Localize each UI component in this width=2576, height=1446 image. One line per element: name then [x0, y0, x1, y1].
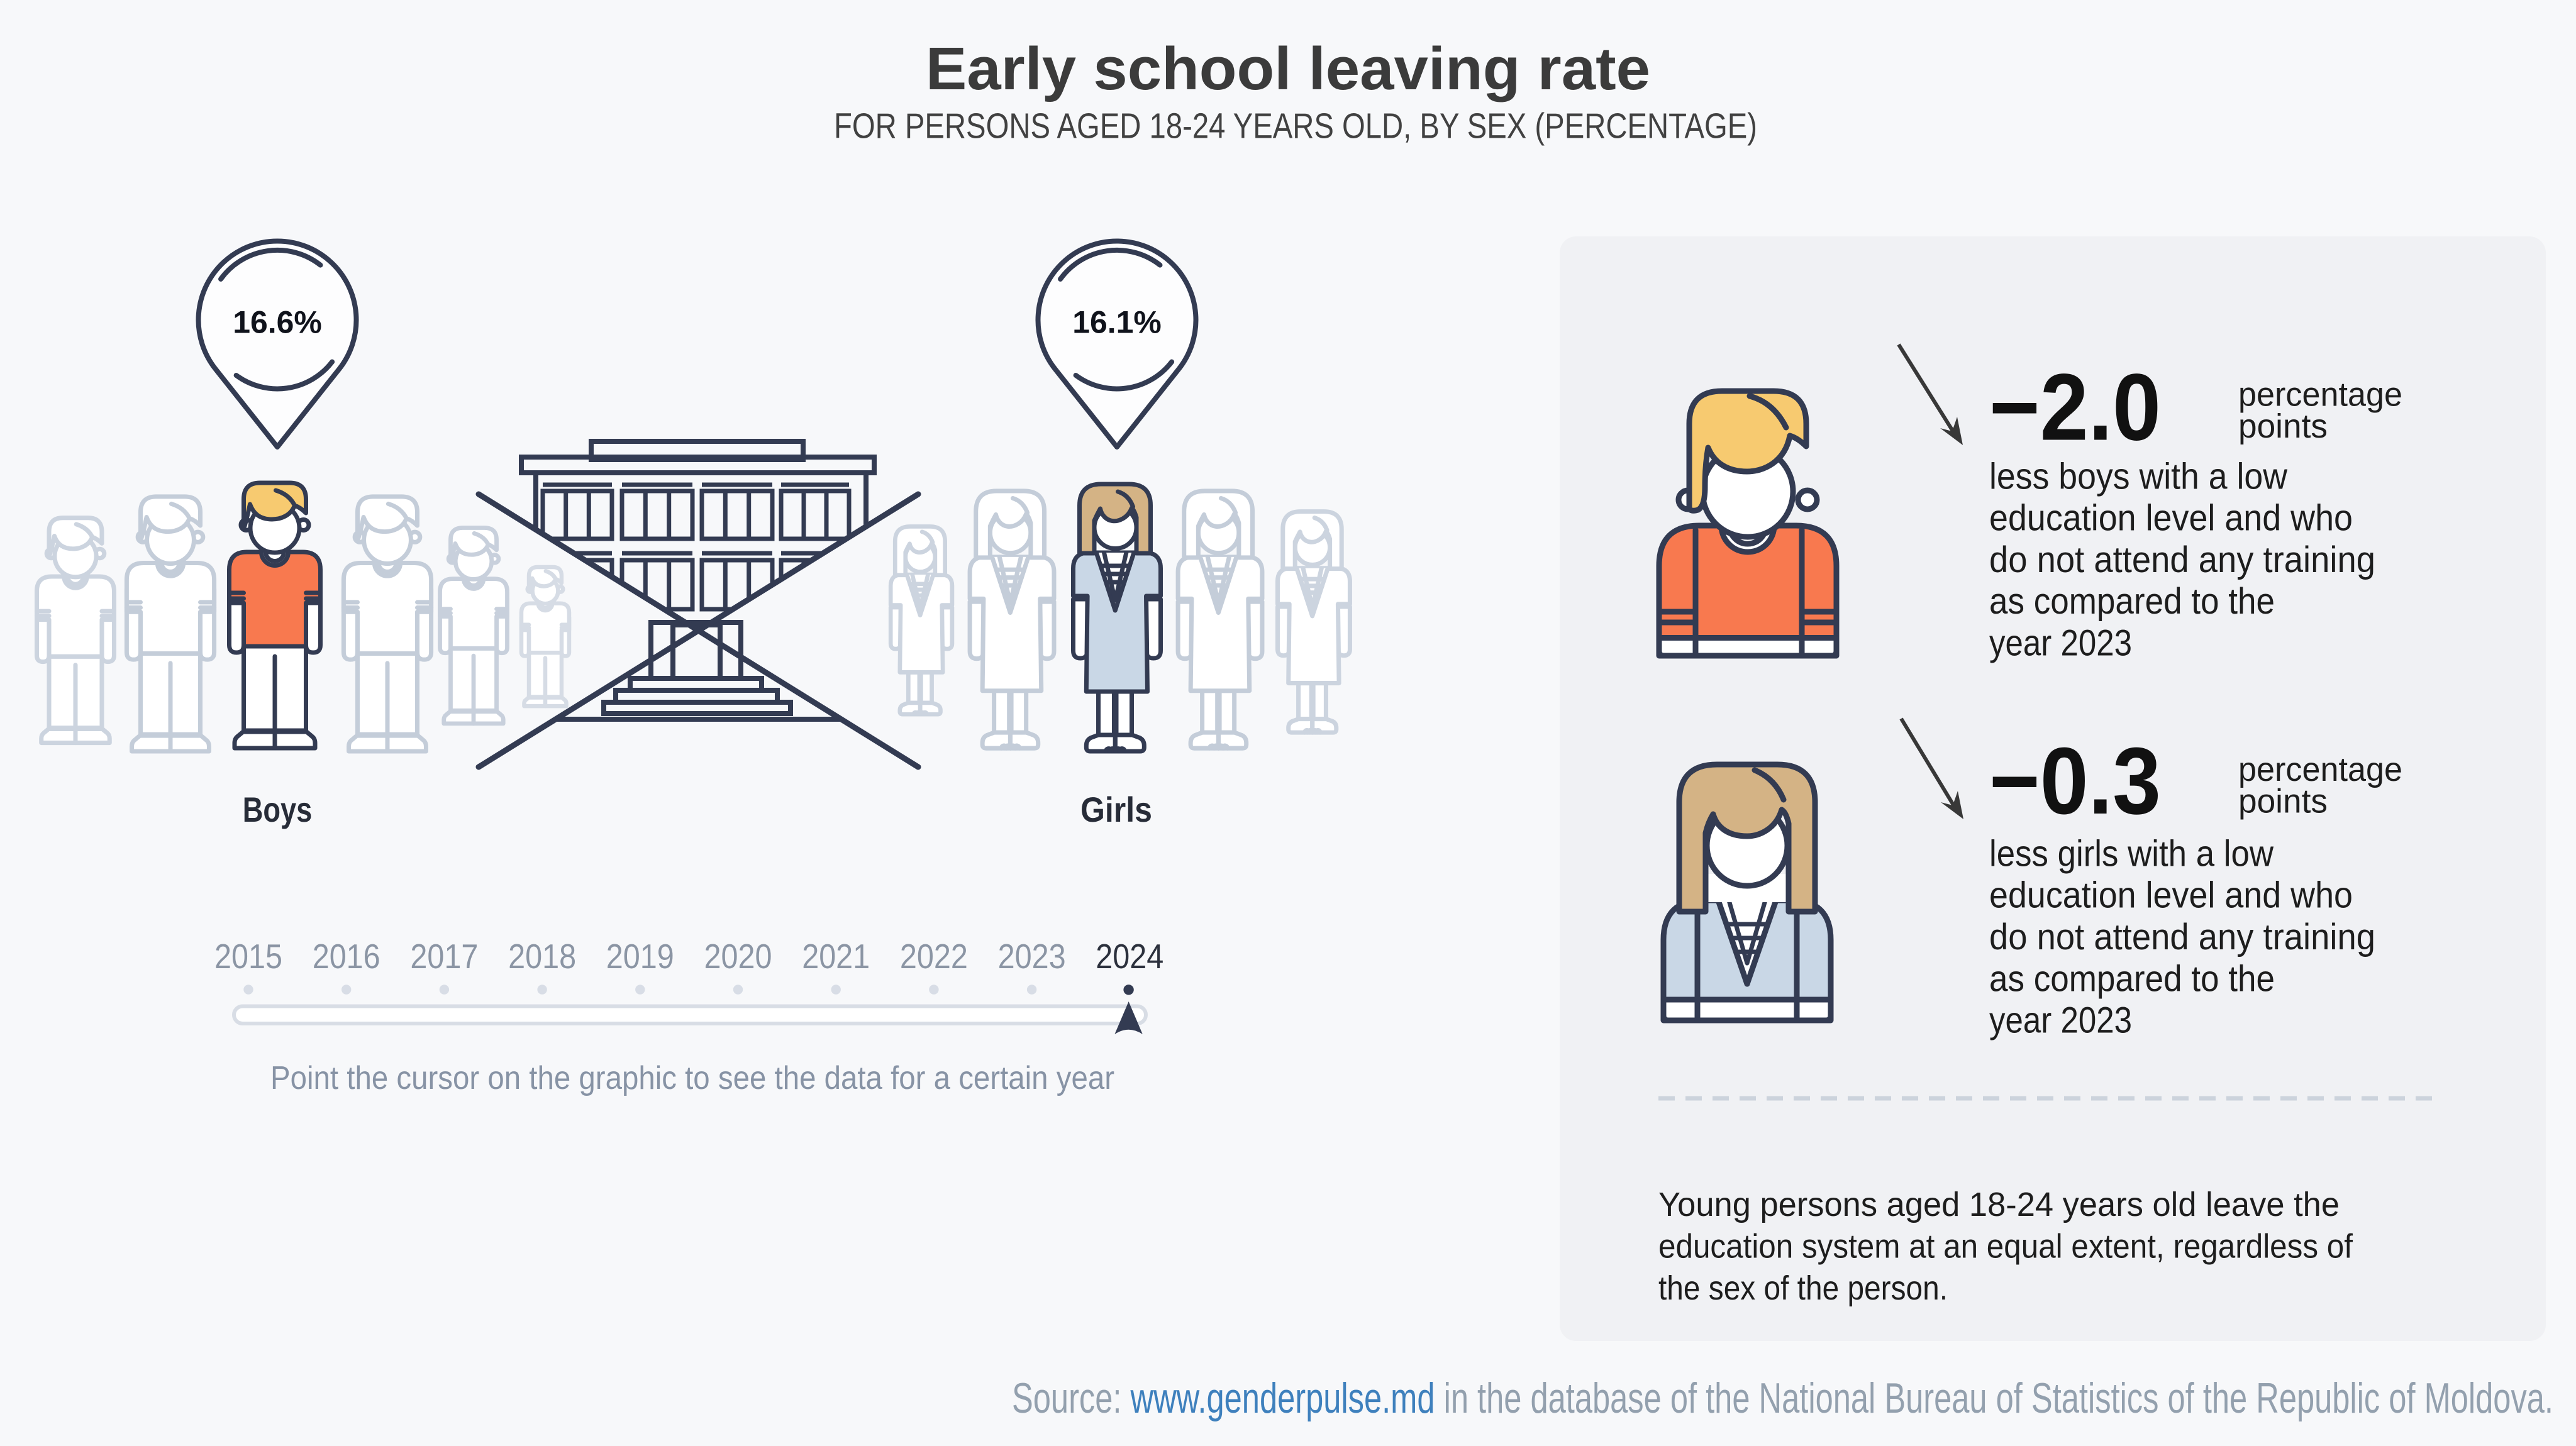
svg-text:points: points [2238, 407, 2328, 445]
svg-text:2015: 2015 [214, 937, 282, 976]
svg-text:less boys with a low: less boys with a low [1989, 456, 2288, 497]
svg-text:as compared to the: as compared to the [1989, 958, 2275, 999]
svg-text:the sex of the person.: the sex of the person. [1658, 1269, 1948, 1307]
svg-text:−2.0: −2.0 [1989, 354, 2161, 460]
svg-text:2020: 2020 [704, 937, 772, 976]
svg-text:Point the cursor on the graphi: Point the cursor on the graphic to see t… [270, 1060, 1114, 1096]
svg-text:−0.3: −0.3 [1989, 727, 2161, 834]
svg-text:Source: www.genderpulse.md in: Source: www.genderpulse.md in the databa… [1012, 1374, 2553, 1422]
svg-text:2024: 2024 [1096, 937, 1163, 976]
svg-text:2018: 2018 [508, 937, 576, 976]
svg-text:do not attend any training: do not attend any training [1989, 917, 2375, 958]
svg-text:percentage: percentage [2238, 751, 2402, 788]
svg-text:2023: 2023 [998, 937, 1066, 976]
svg-text:year 2023: year 2023 [1989, 623, 2132, 664]
svg-text:points: points [2238, 783, 2328, 820]
svg-text:2016: 2016 [313, 937, 380, 976]
svg-text:Young persons aged 18-24 years: Young persons aged 18-24 years old leave… [1658, 1186, 2340, 1223]
svg-text:2017: 2017 [410, 937, 478, 976]
svg-text:2021: 2021 [802, 937, 870, 976]
svg-text:2022: 2022 [900, 937, 968, 976]
svg-text:16.6%: 16.6% [233, 305, 322, 340]
svg-text:Boys: Boys [243, 790, 313, 829]
svg-text:education system at an equal e: education system at an equal extent, reg… [1658, 1227, 2353, 1265]
svg-text:do not attend any training: do not attend any training [1989, 539, 2375, 580]
svg-text:Girls: Girls [1080, 790, 1152, 829]
svg-text:education level and who: education level and who [1989, 875, 2353, 916]
svg-text:percentage: percentage [2238, 375, 2402, 413]
svg-text:year 2023: year 2023 [1989, 1000, 2132, 1041]
svg-text:as compared to the: as compared to the [1989, 581, 2275, 622]
svg-text:education level and who: education level and who [1989, 498, 2353, 539]
svg-text:less girls with a low: less girls with a low [1989, 833, 2274, 874]
svg-text:Early school leaving rate: Early school leaving rate [926, 35, 1650, 102]
svg-text:2019: 2019 [606, 937, 674, 976]
svg-text:FOR PERSONS AGED 18-24 YEARS O: FOR PERSONS AGED 18-24 YEARS OLD, BY SEX… [834, 106, 1757, 146]
svg-text:16.1%: 16.1% [1072, 305, 1162, 340]
